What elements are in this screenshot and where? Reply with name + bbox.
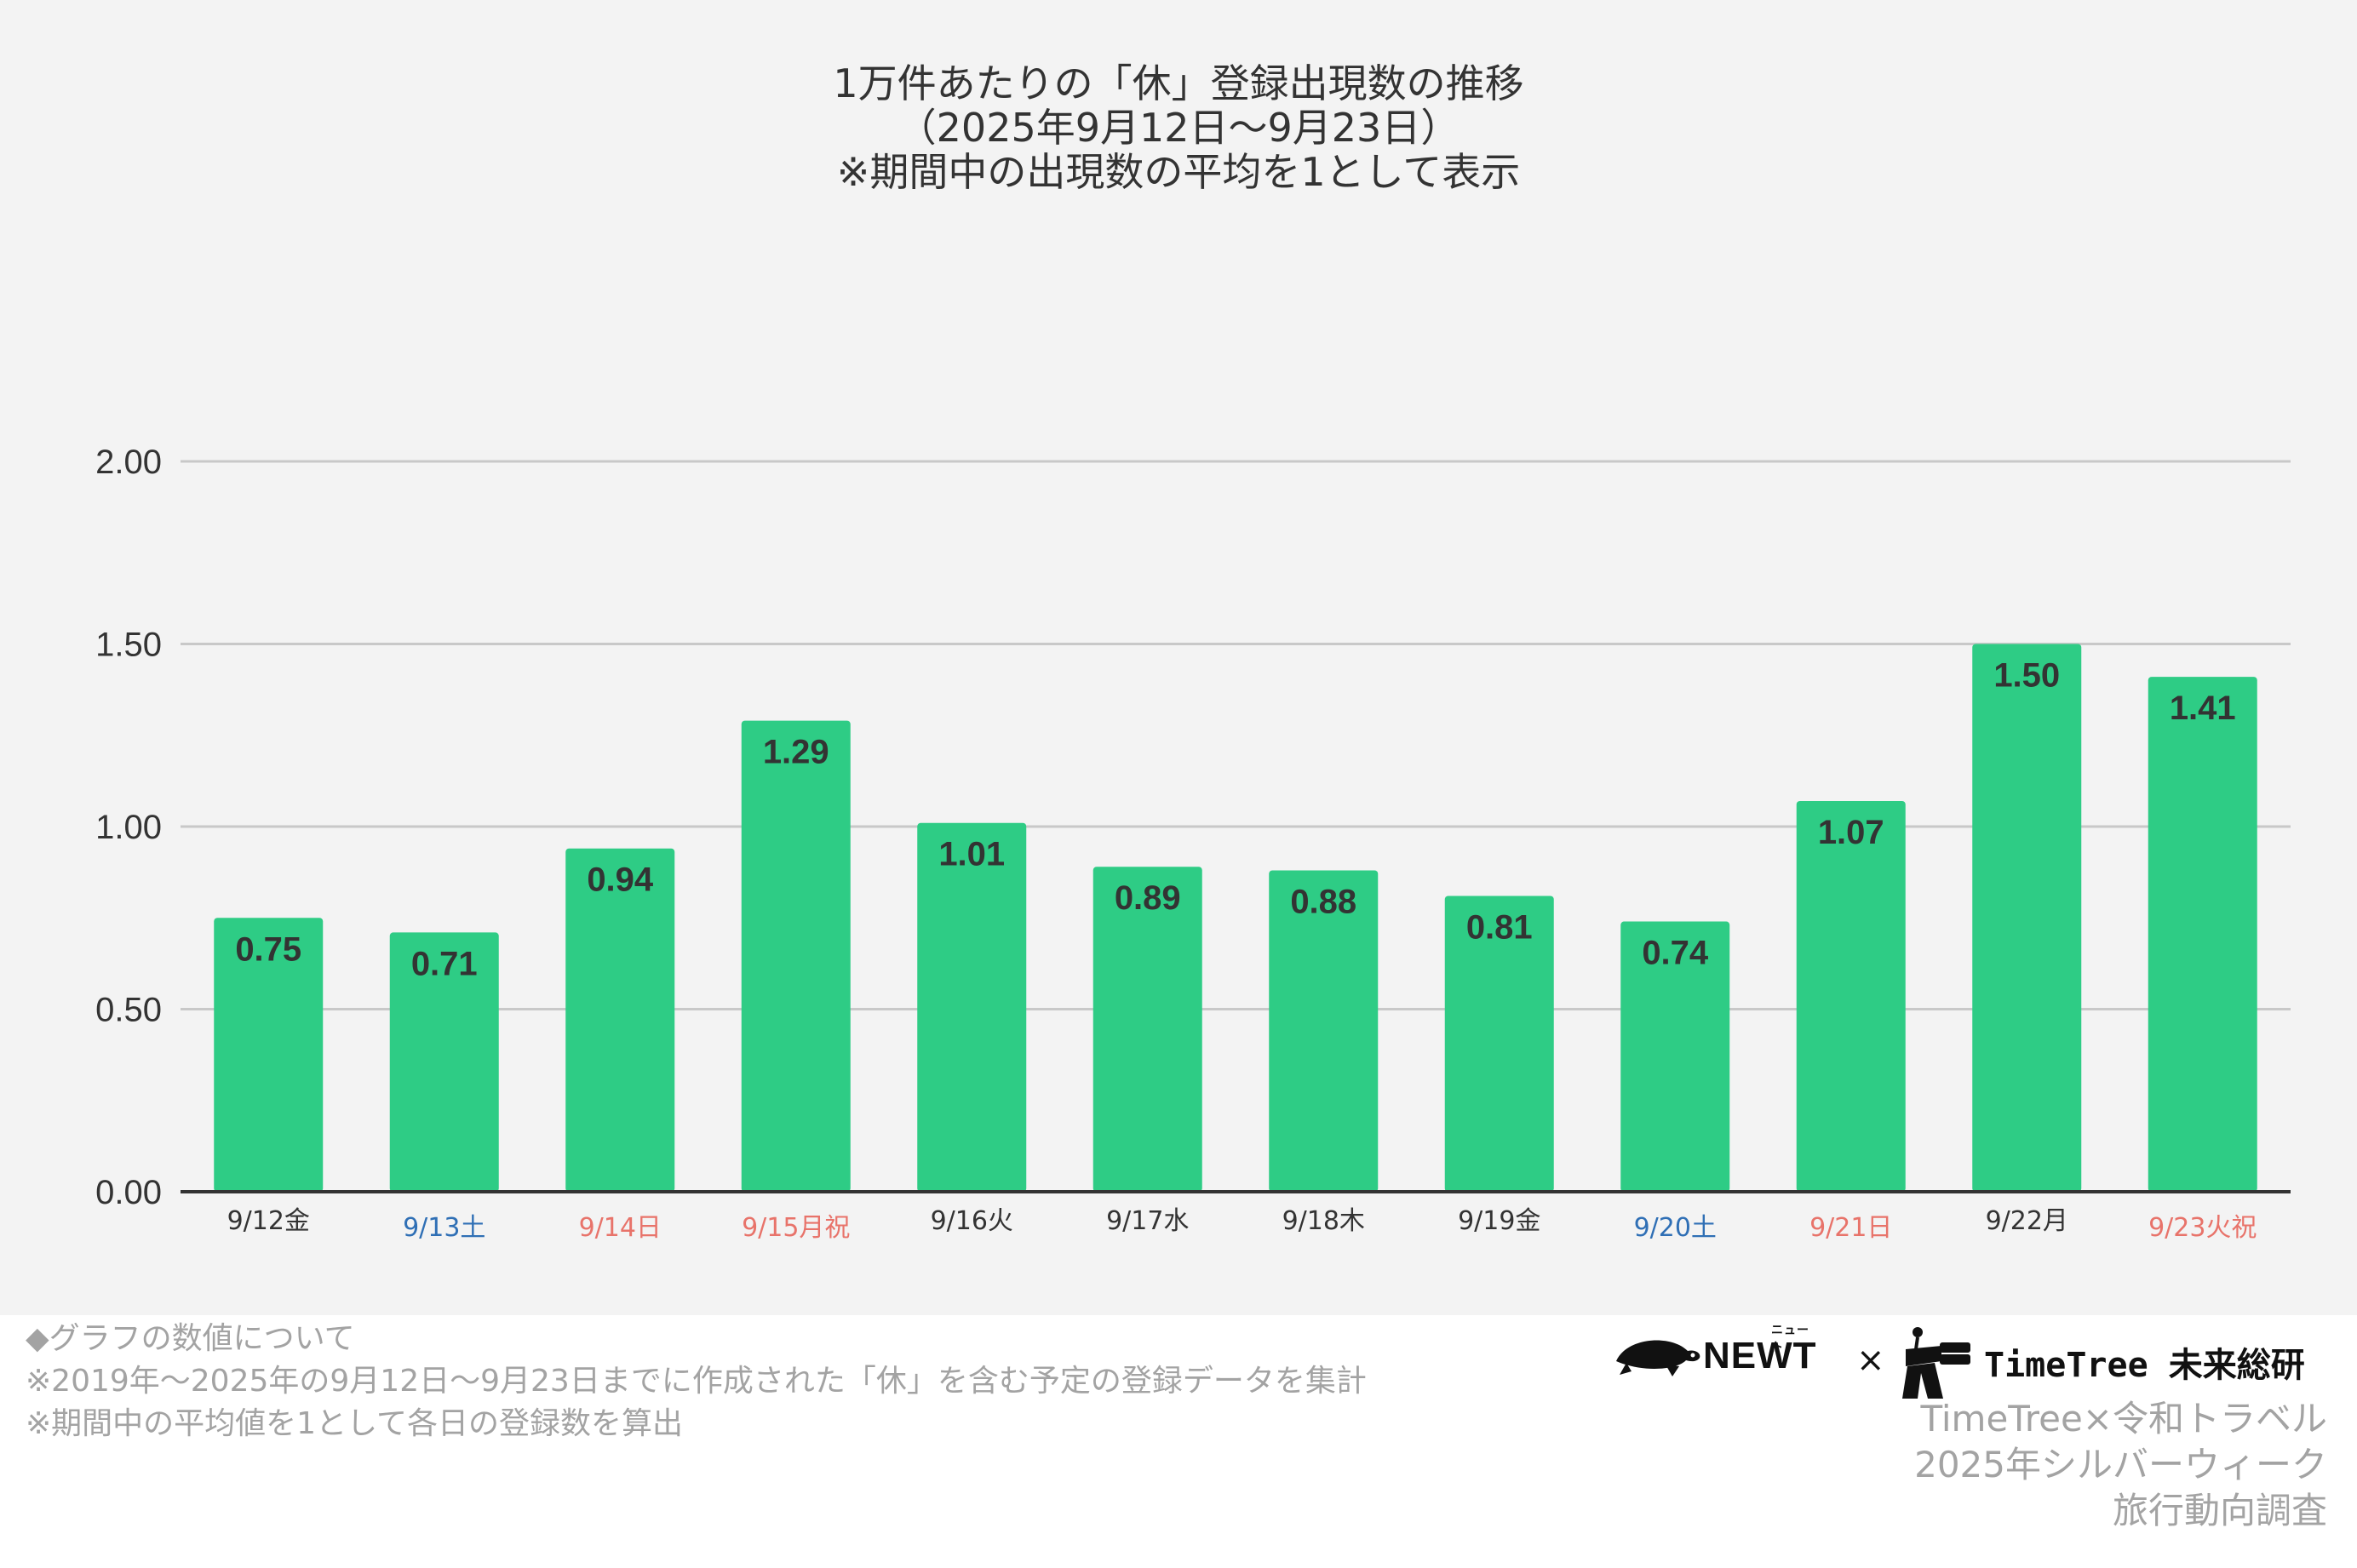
- bar: [917, 822, 1027, 1192]
- footnote-line: ※2019年〜2025年の9月12日〜9月23日までに作成された「休」を含む予定…: [26, 1364, 1367, 1399]
- data-label: 1.07: [1818, 814, 1884, 851]
- x-axis-ticks: 9/12金 9/13土 9/14日 9/15月祝 9/16火 9/17水 9/18木 9/19…: [227, 1206, 2257, 1243]
- x-tick-label: 9/20土: [1634, 1213, 1717, 1243]
- y-axis-ticks: 0.00 0.50 1.00 1.50 2.00: [95, 444, 162, 1211]
- chart-panel: 1万件あたりの「休」登録出現数の推移 （2025年9月12日〜9月23日） ※期間中…: [0, 0, 2357, 1315]
- x-tick-label: 9/17水: [1106, 1206, 1189, 1236]
- data-label: 0.75: [235, 930, 301, 968]
- data-label: 1.01: [938, 836, 1005, 873]
- timetree-wordmark: TimeTree 未来総研: [1984, 1346, 2305, 1385]
- data-label: 0.71: [411, 945, 478, 982]
- data-label: 0.74: [1642, 935, 1709, 972]
- x-tick-label: 9/14日: [579, 1213, 662, 1243]
- bars: [214, 644, 2257, 1192]
- bar: [1972, 644, 2082, 1192]
- data-labels: 0.75 0.71 0.94 1.29 1.01 0.89 0.88 0.81 0.74 1.07…: [235, 657, 2235, 983]
- timetree-logo: TimeTree 未来総研: [1899, 1324, 2305, 1400]
- person-with-binoculars-icon: [1902, 1327, 1970, 1399]
- survey-credit: TimeTree×令和トラベル 2025年シルバーウィーク 旅行動向調査: [1914, 1396, 2327, 1534]
- x-tick-label: 9/18木: [1282, 1206, 1365, 1236]
- footnotes: ◆グラフの数値について ※2019年〜2025年の9月12日〜9月23日までに作…: [26, 1318, 1575, 1445]
- turtle-icon: [1616, 1340, 1700, 1376]
- x-tick-label: 9/15月祝: [742, 1213, 850, 1243]
- bar-chart: 1万件あたりの「休」登録出現数の推移（2025年9月12日〜9月23日）※期間中…: [95, 60, 2291, 1243]
- bar: [214, 918, 324, 1192]
- newt-wordmark: NEWT ニュート: [1703, 1323, 1817, 1376]
- data-label: 0.89: [1115, 879, 1181, 917]
- footnote-line: ※期間中の平均値を1として各日の登録数を算出: [26, 1406, 683, 1441]
- data-label: 0.94: [587, 861, 654, 899]
- survey-line: 2025年シルバーウィーク: [1914, 1444, 2327, 1485]
- bar: [389, 932, 499, 1192]
- x-tick-label: 9/16火: [931, 1206, 1013, 1236]
- bar: [1444, 896, 1554, 1192]
- bar: [1796, 800, 1906, 1192]
- y-tick-label: 1.00: [95, 809, 162, 846]
- bar: [1269, 870, 1379, 1192]
- survey-line: 旅行動向調査: [2112, 1490, 2327, 1531]
- footnote-heading: ◆グラフの数値について: [26, 1321, 355, 1356]
- survey-line: TimeTree×令和トラベル: [1920, 1398, 2327, 1439]
- bar: [741, 720, 851, 1192]
- data-label: 0.88: [1290, 883, 1356, 920]
- data-label: 1.50: [1993, 657, 2060, 695]
- bar: [1620, 921, 1730, 1192]
- x-tick-label: 9/21日: [1809, 1213, 1892, 1243]
- y-tick-label: 2.00: [95, 444, 162, 481]
- newt-logo: NEWT ニュート: [1609, 1323, 1817, 1380]
- x-tick-label: 9/13土: [403, 1213, 485, 1243]
- y-tick-label: 1.50: [95, 627, 162, 664]
- data-label: 0.81: [1466, 909, 1533, 947]
- chart-title-line: （2025年9月12日〜9月23日）: [897, 105, 1460, 151]
- bar: [1092, 867, 1202, 1192]
- x-tick-label: 9/22月: [1986, 1206, 2068, 1236]
- bar: [2148, 677, 2257, 1192]
- bar: [565, 848, 675, 1192]
- x-tick-label: 9/12金: [227, 1206, 310, 1236]
- x-tick-label: 9/23火祝: [2148, 1213, 2257, 1243]
- y-tick-label: 0.50: [95, 992, 162, 1029]
- times-sign: ×: [1856, 1341, 1885, 1380]
- data-label: 1.29: [763, 734, 829, 771]
- chart-title-line: ※期間中の出現数の平均を1として表示: [837, 149, 1520, 195]
- logos: NEWT ニュート × TimeTree 未来総研: [1609, 1323, 2333, 1399]
- gridlines: [181, 460, 2291, 1010]
- chart-title: 1万件あたりの「休」登録出現数の推移（2025年9月12日〜9月23日）※期間中…: [833, 60, 1523, 195]
- data-label: 1.41: [2170, 690, 2236, 727]
- x-tick-label: 9/19金: [1458, 1206, 1540, 1236]
- y-tick-label: 0.00: [95, 1174, 162, 1211]
- newt-ruby: ニュート: [1771, 1323, 1809, 1353]
- chart-title-line: 1万件あたりの「休」登録出現数の推移: [833, 60, 1523, 106]
